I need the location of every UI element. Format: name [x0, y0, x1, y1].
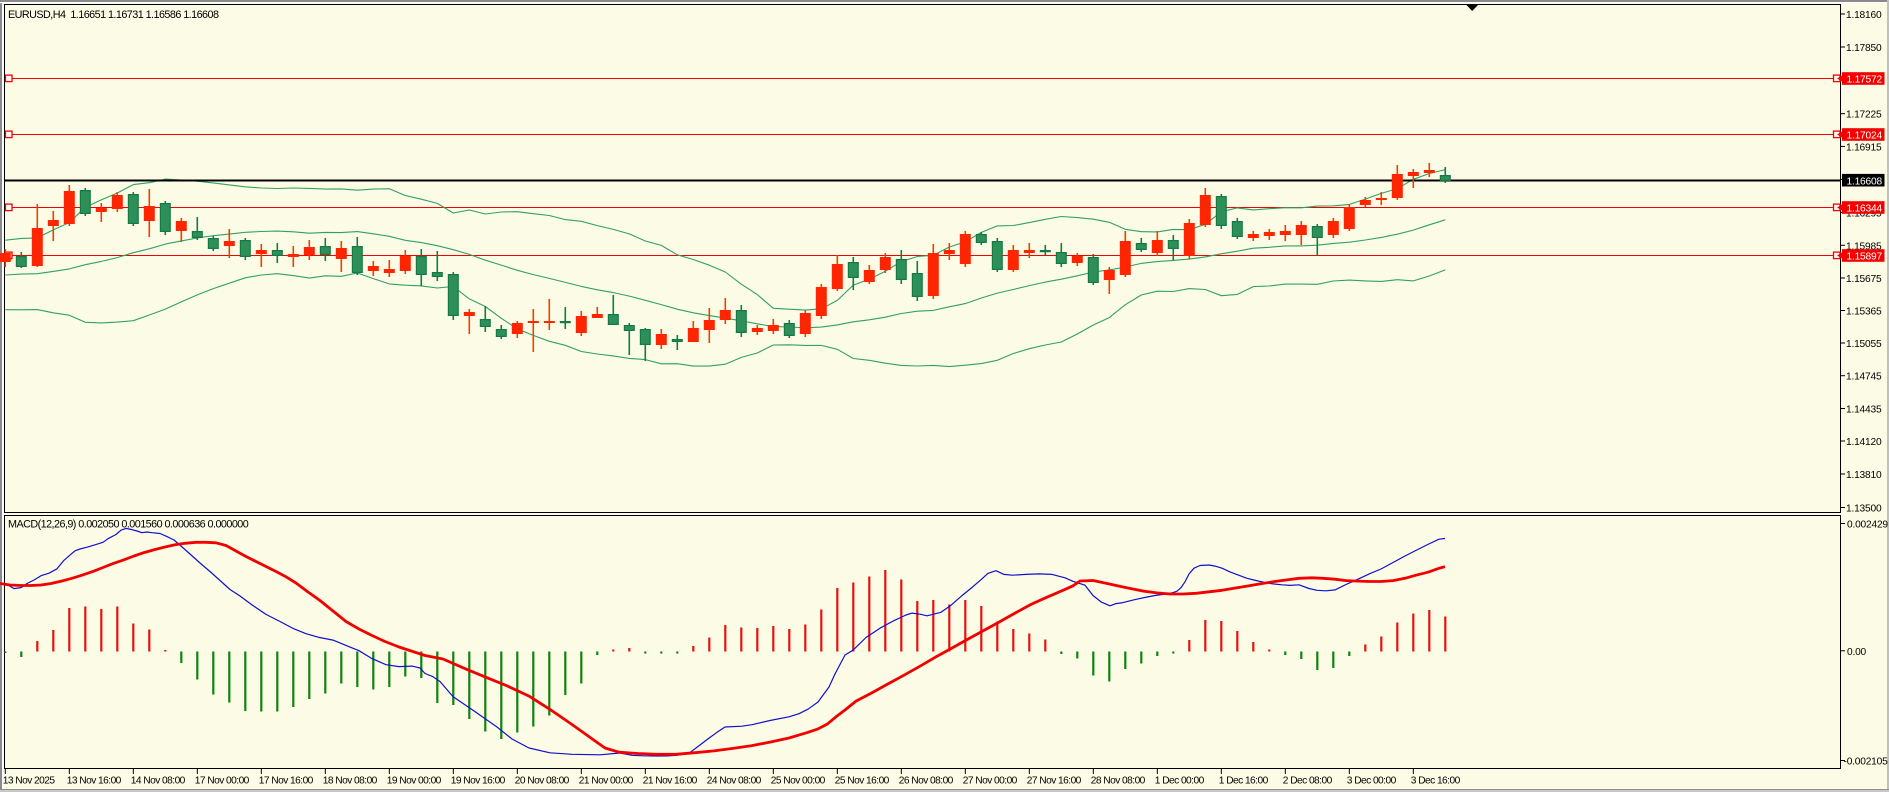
svg-text:1.17225: 1.17225: [1846, 110, 1882, 121]
svg-text:1.14745: 1.14745: [1846, 372, 1882, 383]
svg-text:1 Dec 16:00: 1 Dec 16:00: [1219, 776, 1269, 787]
svg-text:1.17572: 1.17572: [1847, 75, 1883, 86]
svg-text:21 Nov 16:00: 21 Nov 16:00: [643, 776, 698, 787]
svg-text:19 Nov 00:00: 19 Nov 00:00: [387, 776, 442, 787]
svg-text:1.13810: 1.13810: [1846, 470, 1882, 481]
svg-text:18 Nov 08:00: 18 Nov 08:00: [323, 776, 378, 787]
svg-text:21 Nov 00:00: 21 Nov 00:00: [579, 776, 634, 787]
svg-text:27 Nov 16:00: 27 Nov 16:00: [1027, 776, 1082, 787]
svg-text:17 Nov 00:00: 17 Nov 00:00: [195, 776, 250, 787]
svg-text:24 Nov 08:00: 24 Nov 08:00: [707, 776, 762, 787]
svg-text:1.18160: 1.18160: [1846, 10, 1882, 21]
svg-text:MACD(12,26,9) 0.002050 0.00156: MACD(12,26,9) 0.002050 0.001560 0.000636…: [8, 519, 249, 531]
svg-text:13 Nov 16:00: 13 Nov 16:00: [67, 776, 122, 787]
svg-text:28 Nov 08:00: 28 Nov 08:00: [1091, 776, 1146, 787]
svg-text:20 Nov 08:00: 20 Nov 08:00: [515, 776, 570, 787]
svg-text:-0.002105: -0.002105: [1844, 757, 1889, 768]
svg-text:0.002429: 0.002429: [1847, 520, 1888, 531]
svg-text:1.14435: 1.14435: [1846, 405, 1882, 416]
svg-text:1.15675: 1.15675: [1846, 274, 1882, 285]
svg-text:1.15055: 1.15055: [1846, 339, 1882, 350]
svg-text:25 Nov 00:00: 25 Nov 00:00: [771, 776, 826, 787]
svg-text:1.16608: 1.16608: [1847, 176, 1883, 187]
svg-text:1.17850: 1.17850: [1846, 43, 1882, 54]
svg-text:1.13500: 1.13500: [1846, 504, 1882, 515]
svg-text:14 Nov 08:00: 14 Nov 08:00: [131, 776, 186, 787]
svg-text:17 Nov 16:00: 17 Nov 16:00: [259, 776, 314, 787]
svg-text:1.17024: 1.17024: [1847, 131, 1883, 142]
svg-text:1.16295: 1.16295: [1846, 208, 1882, 219]
svg-text:1.15985: 1.15985: [1846, 241, 1882, 252]
svg-text:EURUSD,H4 1.16651 1.16731 1.1: EURUSD,H4 1.16651 1.16731 1.16586 1.1660…: [8, 9, 219, 21]
svg-text:1.15365: 1.15365: [1846, 307, 1882, 318]
svg-text:1.16344: 1.16344: [1847, 204, 1883, 215]
svg-text:1.16915: 1.16915: [1846, 142, 1882, 153]
svg-text:27 Nov 00:00: 27 Nov 00:00: [963, 776, 1018, 787]
svg-text:25 Nov 16:00: 25 Nov 16:00: [835, 776, 890, 787]
svg-text:3 Dec 00:00: 3 Dec 00:00: [1347, 776, 1397, 787]
svg-text:26 Nov 08:00: 26 Nov 08:00: [899, 776, 954, 787]
svg-text:3 Dec 16:00: 3 Dec 16:00: [1411, 776, 1461, 787]
svg-text:0.00: 0.00: [1847, 647, 1867, 658]
svg-text:2 Dec 08:00: 2 Dec 08:00: [1283, 776, 1333, 787]
svg-text:19 Nov 16:00: 19 Nov 16:00: [451, 776, 506, 787]
svg-text:13 Nov 2025: 13 Nov 2025: [3, 776, 56, 787]
svg-text:1 Dec 00:00: 1 Dec 00:00: [1155, 776, 1205, 787]
svg-text:1.14120: 1.14120: [1846, 437, 1882, 448]
svg-text:1.15897: 1.15897: [1847, 252, 1883, 263]
